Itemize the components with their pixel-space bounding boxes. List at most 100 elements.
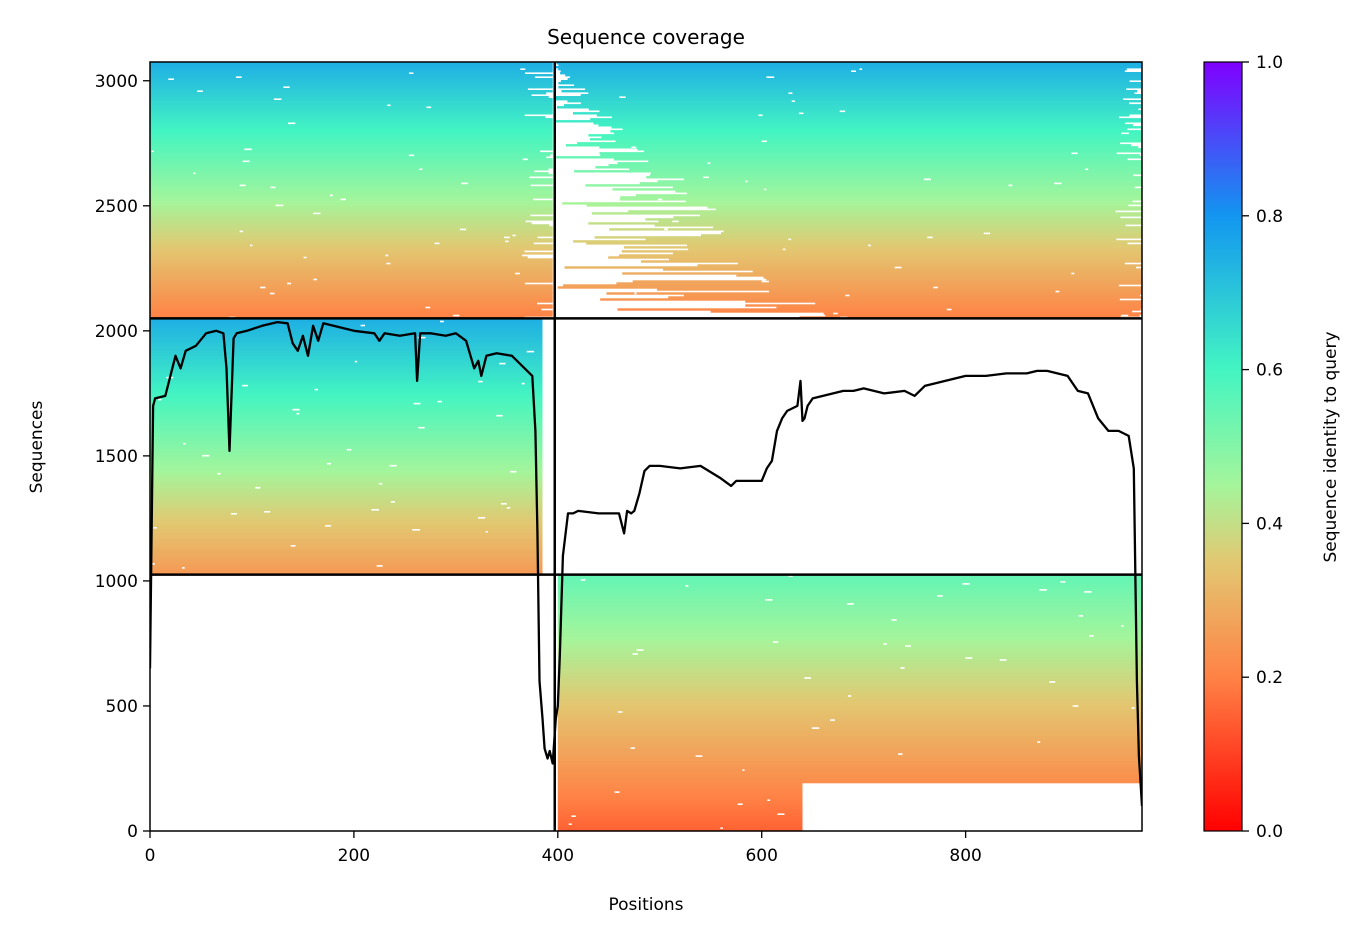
coverage-strip: [606, 292, 1142, 295]
coverage-strip: [150, 312, 553, 315]
coverage-strip: [150, 224, 550, 227]
coverage-gap: [761, 140, 767, 143]
coverage-strip: [617, 162, 1142, 165]
coverage-gap: [894, 266, 902, 269]
coverage-strip: [752, 270, 1142, 273]
coverage-strip: [615, 140, 1142, 143]
coverage-strip: [150, 244, 553, 247]
coverage-strip: [557, 682, 1142, 686]
coverage-strip: [557, 584, 1142, 588]
coverage-gap: [1089, 634, 1094, 637]
coverage-gap: [239, 184, 246, 187]
coverage-gap: [695, 754, 703, 757]
coverage-strip: [150, 90, 553, 93]
coverage-gap: [898, 752, 903, 755]
coverage-strip: [557, 582, 1142, 586]
coverage-gap: [851, 70, 856, 72]
coverage-strip: [613, 158, 1128, 161]
coverage-strip: [675, 190, 1142, 193]
coverage-gap: [846, 602, 854, 605]
coverage-strip: [663, 268, 1142, 271]
coverage-strip: [566, 144, 1131, 147]
colorbar-tick-label: 1.0: [1256, 53, 1283, 73]
coverage-strip: [150, 98, 553, 101]
coverage-gap: [782, 248, 786, 251]
coverage-strip: [745, 300, 1142, 303]
coverage-strip: [150, 158, 553, 161]
coverage-strip: [150, 378, 543, 381]
coverage-strip: [573, 112, 1142, 115]
coverage-strip: [150, 206, 553, 209]
coverage-strip: [555, 120, 1142, 123]
coverage-strip: [745, 304, 1142, 307]
coverage-strip: [150, 530, 543, 533]
coverage-strip: [150, 474, 543, 477]
coverage-strip: [620, 196, 1142, 199]
coverage-strip: [557, 678, 1142, 682]
coverage-strip: [557, 790, 803, 794]
coverage-strip: [150, 186, 553, 189]
coverage-strip: [557, 660, 1142, 664]
coverage-strip: [557, 636, 1142, 640]
coverage-strip: [557, 624, 1142, 628]
coverage-strip: [672, 252, 1142, 255]
coverage-strip: [150, 362, 543, 365]
coverage-strip: [557, 722, 1142, 726]
coverage-strip: [557, 654, 1142, 658]
coverage-gap: [242, 160, 250, 163]
coverage-strip: [150, 140, 553, 143]
coverage-strip: [701, 234, 1142, 237]
coverage-strip: [645, 218, 1142, 221]
coverage-gap: [418, 426, 425, 429]
coverage-strip: [150, 436, 543, 439]
coverage-strip: [150, 172, 549, 175]
coverage-strip: [150, 368, 543, 371]
coverage-strip: [150, 376, 543, 379]
coverage-strip: [150, 252, 553, 255]
coverage-strip: [557, 626, 1142, 630]
coverage-strip: [150, 162, 553, 165]
coverage-strip: [654, 224, 1126, 227]
coverage-block: [554, 62, 1142, 319]
coverage-strip: [558, 64, 1142, 67]
coverage-strip: [150, 554, 543, 557]
x-axis-ticks: 0 200 400 600 800: [145, 831, 982, 866]
coverage-gap: [845, 294, 850, 297]
coverage-strip: [150, 346, 543, 349]
coverage-strip: [557, 752, 1142, 756]
coverage-strip: [150, 478, 543, 481]
coverage-strip: [150, 422, 543, 425]
coverage-gap: [839, 110, 846, 113]
coverage-gap: [1071, 152, 1078, 155]
coverage-strip: [150, 492, 543, 495]
coverage-strip: [150, 370, 543, 373]
coverage-strip: [563, 104, 1142, 107]
coverage-strip: [150, 298, 553, 301]
coverage-gap: [765, 598, 773, 601]
coverage-gap: [522, 158, 528, 161]
coverage-gap: [772, 640, 779, 643]
coverage-strip: [644, 150, 1142, 153]
coverage-strip: [688, 248, 1142, 251]
coverage-strip: [557, 698, 1142, 702]
coverage-gap: [452, 314, 460, 317]
coverage-gap: [197, 90, 203, 92]
coverage-strip: [150, 438, 543, 441]
coverage-strip: [622, 272, 1142, 275]
coverage-strip: [150, 380, 543, 383]
coverage-gap: [202, 454, 210, 457]
coverage-gap: [313, 278, 318, 281]
coverage-strip: [150, 160, 553, 163]
coverage-strip: [557, 724, 1142, 728]
coverage-strip: [557, 576, 1142, 580]
coverage-strip: [763, 276, 1142, 279]
coverage-strip: [557, 706, 1142, 710]
coverage-strip: [150, 550, 543, 553]
coverage-strip: [557, 618, 1142, 622]
coverage-strip: [150, 164, 553, 167]
coverage-gap: [292, 408, 300, 411]
coverage-gap: [1121, 132, 1129, 135]
coverage-strip: [150, 194, 553, 197]
coverage-strip: [150, 212, 553, 215]
coverage-strip: [557, 782, 803, 786]
